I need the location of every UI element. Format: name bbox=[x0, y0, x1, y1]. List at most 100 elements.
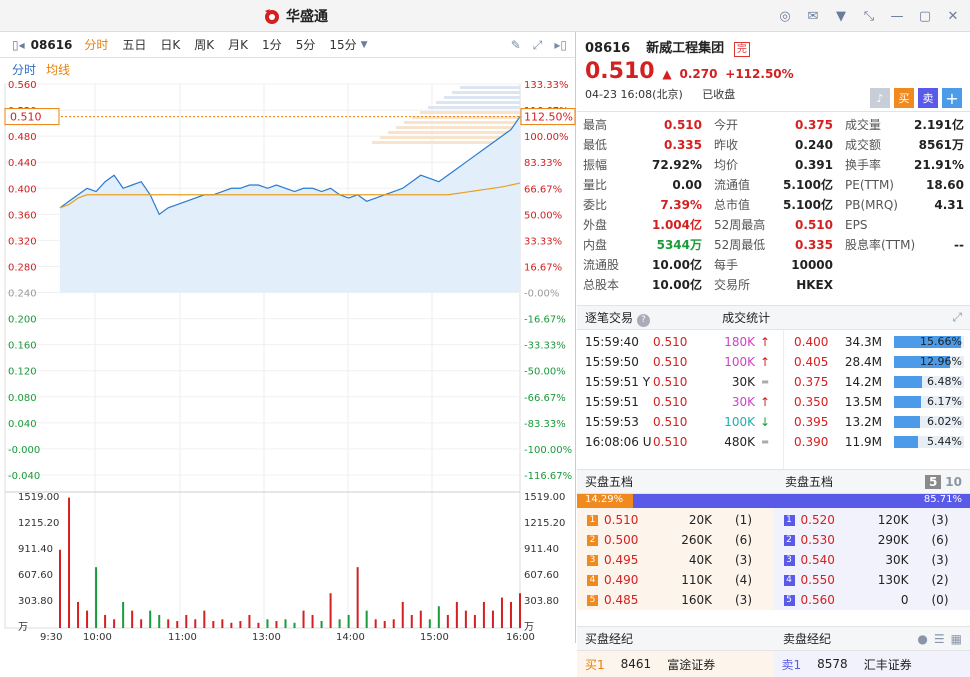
dist-volume: 28.4M bbox=[838, 355, 882, 369]
status-badge: 完 bbox=[734, 42, 750, 57]
panel-toggle-icon[interactable]: ▯◂ bbox=[12, 38, 25, 52]
volume-bar bbox=[104, 615, 106, 628]
volume-tick-label-right: 607.60 bbox=[524, 570, 559, 581]
stat-value: 10.00亿 bbox=[652, 255, 702, 275]
tick-volume: 180K bbox=[709, 332, 755, 352]
tab-monthly[interactable]: 月K bbox=[228, 36, 248, 53]
maximize-icon[interactable]: ▢ bbox=[916, 7, 934, 25]
grid-icon[interactable]: ▦ bbox=[951, 632, 962, 646]
depth-10-button[interactable]: 10 bbox=[945, 475, 962, 489]
stat-label: 52周最高 bbox=[714, 215, 765, 235]
draw-icon[interactable]: ✎ bbox=[511, 38, 521, 53]
volume-bar bbox=[501, 598, 503, 628]
dist-bar: 5.44% bbox=[894, 436, 964, 448]
tab-timeshare[interactable]: 分时 bbox=[84, 36, 108, 53]
dist-bar: 6.48% bbox=[894, 376, 964, 388]
volume-tick-label: 1215.20 bbox=[18, 518, 59, 529]
mail-icon[interactable]: ✉ bbox=[804, 7, 822, 25]
expand-stats-icon[interactable]: ⤢ bbox=[952, 310, 962, 325]
level-number: 5 bbox=[587, 595, 598, 606]
dist-bar-fill bbox=[894, 416, 920, 428]
dist-bar: 6.02% bbox=[894, 416, 964, 428]
add-watchlist-icon[interactable]: + bbox=[942, 88, 962, 108]
subtab-timeshare[interactable]: 分时 bbox=[12, 61, 36, 78]
volume-tick-label: 607.60 bbox=[18, 570, 53, 581]
level-qty: 290K bbox=[853, 533, 909, 547]
chevron-down-icon[interactable]: ▼ bbox=[361, 40, 368, 50]
close-icon[interactable]: ✕ bbox=[944, 7, 962, 25]
volume-bar bbox=[95, 567, 97, 628]
user-icon[interactable]: ● bbox=[917, 632, 927, 646]
list-icon[interactable]: ☰ bbox=[934, 632, 945, 646]
current-price-label: 0.510 bbox=[10, 111, 42, 124]
alert-bell-icon[interactable]: ♪ bbox=[870, 88, 890, 108]
tab-daily[interactable]: 日K bbox=[160, 36, 180, 53]
volume-bar bbox=[438, 606, 440, 628]
dist-volume: 11.9M bbox=[838, 435, 882, 449]
help-icon[interactable]: ? bbox=[637, 314, 650, 327]
level-number: 2 bbox=[784, 535, 795, 546]
headset-icon[interactable]: ◎ bbox=[776, 7, 794, 25]
minimize-icon[interactable]: — bbox=[888, 7, 906, 25]
volume-bar bbox=[212, 621, 214, 628]
level-price: 0.520 bbox=[801, 513, 853, 527]
shirt-icon[interactable]: ▼ bbox=[832, 7, 850, 25]
sell-button[interactable]: 卖 bbox=[918, 88, 938, 108]
shrink-icon[interactable]: ⤡ bbox=[860, 7, 878, 25]
subtab-average[interactable]: 均线 bbox=[46, 61, 70, 78]
intraday-chart[interactable]: 0.560133.33%0.520116.67%0.480100.00%0.44… bbox=[0, 80, 576, 643]
depth-shade bbox=[436, 101, 520, 104]
tab-1min[interactable]: 1分 bbox=[262, 36, 282, 53]
expand-icon[interactable]: ⤢ bbox=[533, 38, 543, 53]
stat-row: PB(MRQ)4.31 bbox=[845, 195, 964, 215]
price-change: 0.270 bbox=[679, 67, 717, 81]
bid-broker-id: 8461 bbox=[621, 657, 652, 671]
down-arrow-icon: ↓ bbox=[755, 412, 775, 432]
flat-icon: ▬ bbox=[755, 372, 775, 392]
volume-bar bbox=[348, 615, 350, 628]
tab-15min[interactable]: 15分 bbox=[329, 36, 356, 53]
level-count: (6) bbox=[712, 533, 752, 547]
stat-row: 股息率(TTM)-- bbox=[845, 235, 964, 255]
tab-5min[interactable]: 5分 bbox=[296, 36, 316, 53]
dist-volume: 13.5M bbox=[838, 395, 882, 409]
stat-value: 7.39% bbox=[660, 195, 702, 215]
tab-weekly[interactable]: 周K bbox=[194, 36, 214, 53]
buy-button[interactable]: 买 bbox=[894, 88, 914, 108]
market-status: 已收盘 bbox=[702, 88, 735, 101]
pct-tick-label: -66.67% bbox=[524, 393, 566, 404]
current-pct-label: 112.50% bbox=[524, 111, 573, 124]
collapse-icon[interactable]: ▸▯ bbox=[554, 38, 567, 53]
price-tick-label: 0.200 bbox=[8, 315, 37, 326]
ask-book-title: 卖盘五档 bbox=[785, 473, 833, 490]
volume-bar bbox=[339, 619, 341, 628]
stat-label: 流通值 bbox=[714, 175, 750, 195]
up-arrow-icon: ▲ bbox=[662, 67, 671, 81]
stat-value: HKEX bbox=[796, 275, 833, 295]
flat-icon: ▬ bbox=[755, 432, 775, 452]
title-bar: 华盛通 ◎ ✉ ▼ ⤡ — ▢ ✕ bbox=[0, 0, 970, 32]
volume-bar bbox=[402, 602, 404, 628]
tick-volume: 480K bbox=[709, 432, 755, 452]
depth-5-button[interactable]: 5 bbox=[925, 475, 941, 489]
tab-5day[interactable]: 五日 bbox=[122, 36, 146, 53]
up-arrow-icon: ↑ bbox=[755, 392, 775, 412]
